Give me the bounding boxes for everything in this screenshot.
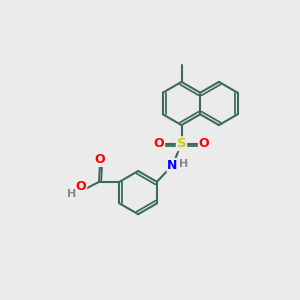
Text: N: N [167,159,178,172]
Text: O: O [95,153,105,166]
Text: S: S [177,137,186,150]
Text: H: H [179,159,188,169]
Text: O: O [76,180,86,194]
Text: O: O [154,137,164,150]
Text: O: O [199,137,209,150]
Text: H: H [67,189,76,199]
